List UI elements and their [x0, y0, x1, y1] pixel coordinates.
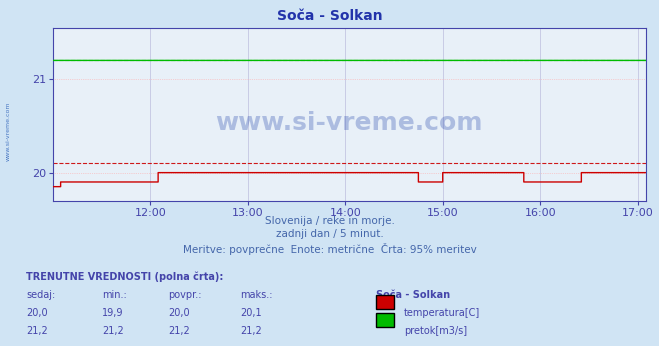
Text: 21,2: 21,2: [168, 326, 190, 336]
Text: 20,0: 20,0: [26, 308, 48, 318]
Text: Soča - Solkan: Soča - Solkan: [376, 290, 449, 300]
Text: 21,2: 21,2: [26, 326, 48, 336]
Text: www.si-vreme.com: www.si-vreme.com: [5, 102, 11, 161]
Text: 21,2: 21,2: [102, 326, 124, 336]
Text: zadnji dan / 5 minut.: zadnji dan / 5 minut.: [275, 229, 384, 239]
Text: TRENUTNE VREDNOSTI (polna črta):: TRENUTNE VREDNOSTI (polna črta):: [26, 272, 224, 282]
Text: temperatura[C]: temperatura[C]: [404, 308, 480, 318]
Text: 21,2: 21,2: [241, 326, 262, 336]
Text: 20,0: 20,0: [168, 308, 190, 318]
Text: Meritve: povprečne  Enote: metrične  Črta: 95% meritev: Meritve: povprečne Enote: metrične Črta:…: [183, 243, 476, 255]
Text: Slovenija / reke in morje.: Slovenija / reke in morje.: [264, 216, 395, 226]
Text: www.si-vreme.com: www.si-vreme.com: [215, 111, 483, 135]
Text: 20,1: 20,1: [241, 308, 262, 318]
Text: min.:: min.:: [102, 290, 127, 300]
Text: sedaj:: sedaj:: [26, 290, 55, 300]
Text: 19,9: 19,9: [102, 308, 124, 318]
Text: maks.:: maks.:: [241, 290, 273, 300]
Text: povpr.:: povpr.:: [168, 290, 202, 300]
Text: Soča - Solkan: Soča - Solkan: [277, 9, 382, 22]
Text: pretok[m3/s]: pretok[m3/s]: [404, 326, 467, 336]
